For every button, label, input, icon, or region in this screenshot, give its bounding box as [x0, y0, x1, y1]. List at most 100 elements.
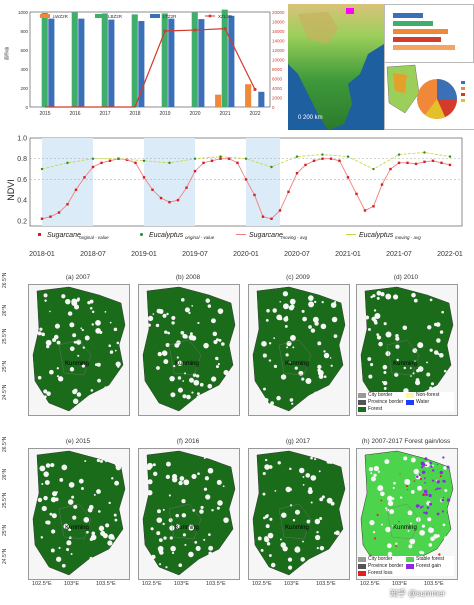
non-forest-patch — [268, 359, 272, 362]
non-forest-patch — [419, 529, 425, 536]
non-forest-patch — [392, 294, 399, 300]
non-forest-patch — [314, 458, 317, 461]
non-forest-patch — [49, 369, 54, 375]
lat-tick: 25.5°N — [2, 492, 8, 508]
non-forest-patch — [169, 525, 175, 531]
sugarcane-point — [142, 176, 146, 179]
forest-gain-patch — [429, 461, 432, 465]
left-axis-tick: 200 — [20, 86, 28, 91]
non-forest-patch — [89, 299, 94, 304]
forest-gain-patch — [436, 512, 440, 516]
non-forest-patch — [392, 486, 395, 489]
sugarcane-point — [176, 198, 180, 202]
legend-text: Province border — [368, 399, 404, 405]
non-forest-patch — [323, 350, 326, 353]
non-forest-patch — [109, 350, 114, 354]
non-forest-patch — [155, 564, 157, 566]
sugarcane-point — [83, 176, 86, 179]
non-forest-patch — [314, 300, 317, 304]
non-forest-patch — [391, 497, 395, 500]
non-forest-patch — [72, 389, 77, 395]
city-label: Kunming — [393, 525, 417, 531]
non-forest-patch — [96, 458, 101, 463]
non-forest-patch — [181, 513, 187, 518]
city-label: Kunming — [65, 525, 89, 531]
non-forest-patch — [157, 509, 161, 514]
non-forest-patch — [264, 515, 269, 519]
non-forest-patch — [428, 527, 434, 534]
city-label: Kunming — [65, 361, 89, 367]
non-forest-patch — [378, 341, 383, 347]
inset-bar-chart — [384, 4, 474, 64]
non-forest-patch — [415, 380, 421, 386]
bar-LBZ2R-2021 — [221, 9, 228, 107]
non-forest-patch — [314, 518, 321, 525]
forest-gain-patch — [423, 477, 426, 480]
city-label: Kunming — [285, 525, 309, 531]
ndvi-xtick: 2020-07 — [284, 251, 310, 258]
non-forest-patch — [80, 327, 83, 330]
non-forest-patch — [370, 295, 373, 299]
non-forest-patch — [367, 357, 372, 361]
sugarcane-point — [91, 165, 95, 169]
non-forest-patch — [46, 520, 51, 525]
non-forest-patch — [221, 342, 225, 346]
non-forest-patch — [326, 459, 332, 464]
lon-tick: 102.5°E — [360, 581, 380, 587]
non-forest-patch — [317, 341, 322, 346]
sugarcane-point — [253, 193, 256, 197]
non-forest-patch — [326, 497, 333, 504]
non-forest-patch — [81, 364, 86, 368]
non-forest-patch — [203, 457, 206, 460]
ndvi-ytick: 0.6 — [17, 177, 27, 184]
year-tick: 2015 — [39, 111, 50, 117]
sugarcane-point — [380, 183, 384, 186]
non-forest-patch — [262, 353, 267, 358]
non-forest-patch — [312, 316, 319, 323]
lat-tick: 26.5°N — [2, 436, 8, 452]
legend-swatch — [406, 392, 414, 398]
sugarcane-point — [193, 169, 197, 173]
bar-LTZ2R-2021 — [228, 15, 235, 107]
non-forest-patch — [367, 328, 371, 331]
forest-map-svg: Kunming — [32, 286, 126, 412]
non-forest-patch — [407, 529, 410, 532]
non-forest-patch — [177, 376, 182, 380]
non-forest-patch — [203, 487, 208, 491]
non-forest-patch — [50, 462, 55, 468]
non-forest-patch — [273, 364, 278, 368]
non-forest-patch — [403, 456, 408, 461]
lon-tick: 102.5°E — [142, 581, 162, 587]
non-forest-patch — [176, 356, 179, 359]
non-forest-patch — [270, 562, 276, 568]
non-forest-patch — [113, 394, 120, 400]
non-forest-patch — [306, 519, 311, 524]
non-forest-patch — [285, 353, 289, 357]
non-forest-patch — [59, 478, 64, 482]
non-forest-patch — [188, 377, 194, 383]
non-forest-patch — [66, 547, 70, 552]
shaded-period — [246, 138, 280, 226]
non-forest-patch — [93, 493, 96, 496]
legend-swatch — [358, 563, 366, 569]
non-forest-patch — [291, 402, 294, 405]
legend-swatch — [358, 570, 366, 576]
non-forest-patch — [301, 401, 307, 407]
non-forest-patch — [151, 554, 156, 560]
non-forest-patch — [95, 327, 101, 334]
non-forest-patch — [373, 473, 377, 477]
non-forest-patch — [67, 499, 74, 505]
non-forest-patch — [53, 334, 59, 340]
legend-subscript: original - value — [185, 235, 215, 240]
map-legend-item: City border — [358, 392, 406, 398]
non-forest-patch — [287, 557, 293, 562]
non-forest-patch — [412, 348, 418, 353]
non-forest-patch — [162, 522, 165, 526]
non-forest-patch — [183, 479, 190, 486]
non-forest-patch — [210, 376, 217, 382]
forest-map-svg: Kunming — [142, 450, 236, 576]
non-forest-patch — [393, 481, 396, 485]
non-forest-patch — [264, 464, 270, 470]
svg-text:面积/亩: 面积/亩 — [3, 47, 9, 60]
non-forest-patch — [428, 543, 433, 547]
